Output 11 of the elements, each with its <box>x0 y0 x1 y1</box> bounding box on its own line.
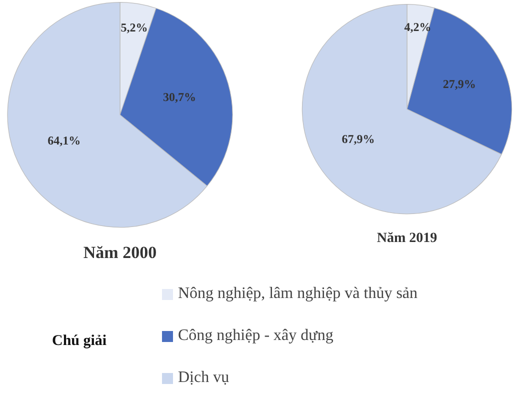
data-label: 27,9% <box>442 77 476 92</box>
text: Năm 2019 <box>376 231 438 246</box>
data-label: 67,9% <box>342 132 375 146</box>
legend-title: Chú giải <box>52 333 107 350</box>
legend-label: Công nghiệp - xây dựng <box>178 327 334 345</box>
legend-label: Dịch vụ <box>178 369 230 387</box>
data-label: 30,7% <box>162 90 196 104</box>
text: Năm 2000 <box>83 243 157 262</box>
data-label: 5,2% <box>120 20 148 34</box>
legend-label: Nông nghiệp, lâm nghiệp và thủy sản <box>178 285 418 303</box>
data-label: 64,1% <box>48 133 81 148</box>
